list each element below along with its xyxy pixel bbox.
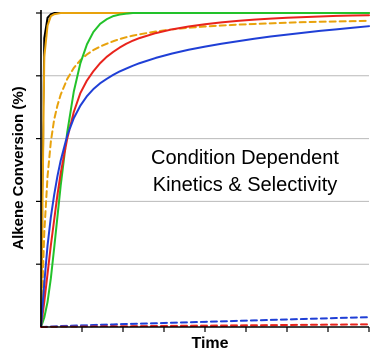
annotation-line-1: Condition Dependent (151, 147, 339, 169)
series-line-2 (40, 12, 370, 328)
annotation-line-2: Kinetics & Selectivity (153, 174, 338, 196)
x-axis-title: Time (191, 335, 228, 352)
series-line-1 (40, 12, 370, 328)
series-line-6 (40, 25, 370, 328)
series-line-5 (40, 14, 370, 328)
series-line-7 (40, 316, 370, 328)
grid-lines (41, 12, 369, 265)
series-line-3 (40, 19, 370, 328)
y-axis-title: Alkene Conversion (%) (10, 86, 27, 249)
axes (36, 10, 370, 332)
series-line-4 (40, 12, 370, 328)
series-lines (40, 12, 370, 328)
